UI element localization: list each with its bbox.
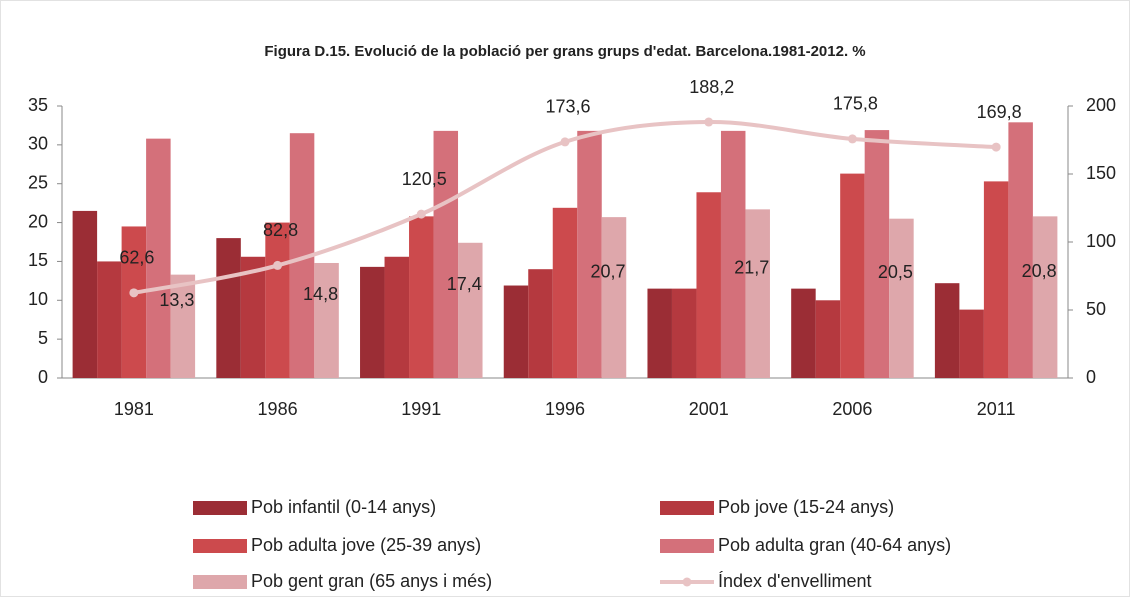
legend-swatch (193, 539, 247, 553)
line-point (129, 288, 139, 298)
bar (216, 238, 241, 378)
bar (889, 218, 914, 378)
bar (170, 274, 196, 378)
legend-swatch (660, 539, 714, 553)
bar (384, 256, 410, 378)
bar (983, 181, 1009, 378)
bar (97, 261, 122, 378)
chart-title: Figura D.15. Evolució de la població per… (264, 43, 865, 60)
y-tick-label: 30 (28, 134, 48, 154)
legend-label: Pob jove (15-24 anys) (718, 497, 894, 517)
line-value-label: 173,6 (545, 97, 590, 117)
line-point (416, 209, 426, 219)
line-value-label: 120,5 (402, 169, 447, 189)
y-tick-label: 0 (38, 367, 48, 387)
legend-swatch (193, 501, 247, 515)
line-value-label: 169,8 (977, 102, 1022, 122)
legend-label: Índex d'envelliment (718, 571, 872, 591)
line-value-label: 82,8 (263, 220, 298, 240)
legend-swatch (193, 575, 247, 589)
y-tick-label: 35 (28, 95, 48, 115)
legend-label: Pob gent gran (65 anys i més) (251, 571, 492, 591)
bar-value-label: 13,3 (159, 290, 194, 310)
x-tick-label: 1996 (545, 399, 585, 419)
x-tick-label: 1991 (401, 399, 441, 419)
bar (840, 173, 865, 378)
bar (815, 300, 841, 378)
y2-tick-label: 50 (1086, 299, 1106, 319)
bar (791, 288, 816, 378)
legend-label: Pob adulta jove (25-39 anys) (251, 535, 481, 555)
bar-value-label: 14,8 (303, 284, 338, 304)
bar-value-label: 21,7 (734, 257, 769, 277)
legend-swatch-point (682, 577, 692, 587)
bar (360, 266, 385, 378)
bar (1008, 122, 1033, 378)
y-tick-label: 20 (28, 211, 48, 231)
y-tick-label: 5 (38, 328, 48, 348)
x-tick-label: 2006 (832, 399, 872, 419)
line-point (273, 260, 283, 270)
bar (864, 130, 890, 378)
bar (240, 256, 266, 378)
bar (409, 216, 434, 378)
bar (528, 269, 553, 378)
line-point (704, 117, 714, 127)
bar (934, 283, 960, 378)
legend-label: Pob adulta gran (40-64 anys) (718, 535, 951, 555)
bar (720, 130, 746, 378)
bar (959, 309, 984, 378)
bar (1032, 216, 1058, 378)
bar (72, 210, 98, 378)
bar (503, 285, 529, 378)
legend-swatch (660, 501, 714, 515)
bar-value-label: 20,8 (1022, 261, 1057, 281)
line-point (560, 137, 570, 147)
x-tick-label: 1986 (258, 399, 298, 419)
x-tick-label: 2001 (689, 399, 729, 419)
bar-value-label: 20,5 (878, 262, 913, 282)
bar-value-label: 17,4 (447, 274, 482, 294)
bar-value-label: 20,7 (590, 261, 625, 281)
bar (265, 222, 290, 378)
bar (577, 130, 602, 378)
bar (696, 192, 721, 378)
bar (745, 209, 770, 378)
y2-tick-label: 150 (1086, 163, 1116, 183)
bar (121, 226, 147, 378)
bar (671, 288, 697, 378)
line-value-label: 62,6 (119, 248, 154, 268)
bar (433, 130, 459, 378)
y-tick-label: 25 (28, 172, 48, 192)
y2-tick-label: 0 (1086, 367, 1096, 387)
bar (146, 138, 171, 378)
x-tick-label: 2011 (977, 399, 1016, 419)
bar (647, 288, 672, 378)
y-tick-label: 15 (28, 250, 48, 270)
line-point (847, 134, 857, 144)
bar (552, 207, 578, 378)
y2-tick-label: 100 (1086, 231, 1116, 251)
bar (601, 217, 627, 378)
line-point (991, 142, 1001, 152)
line-value-label: 175,8 (833, 94, 878, 114)
y2-tick-label: 200 (1086, 95, 1116, 115)
legend-label: Pob infantil (0-14 anys) (251, 497, 436, 517)
y-tick-label: 10 (28, 289, 48, 309)
bar (458, 242, 483, 378)
line-value-label: 188,2 (689, 77, 734, 97)
x-tick-label: 1981 (114, 399, 154, 419)
bar (314, 262, 339, 378)
